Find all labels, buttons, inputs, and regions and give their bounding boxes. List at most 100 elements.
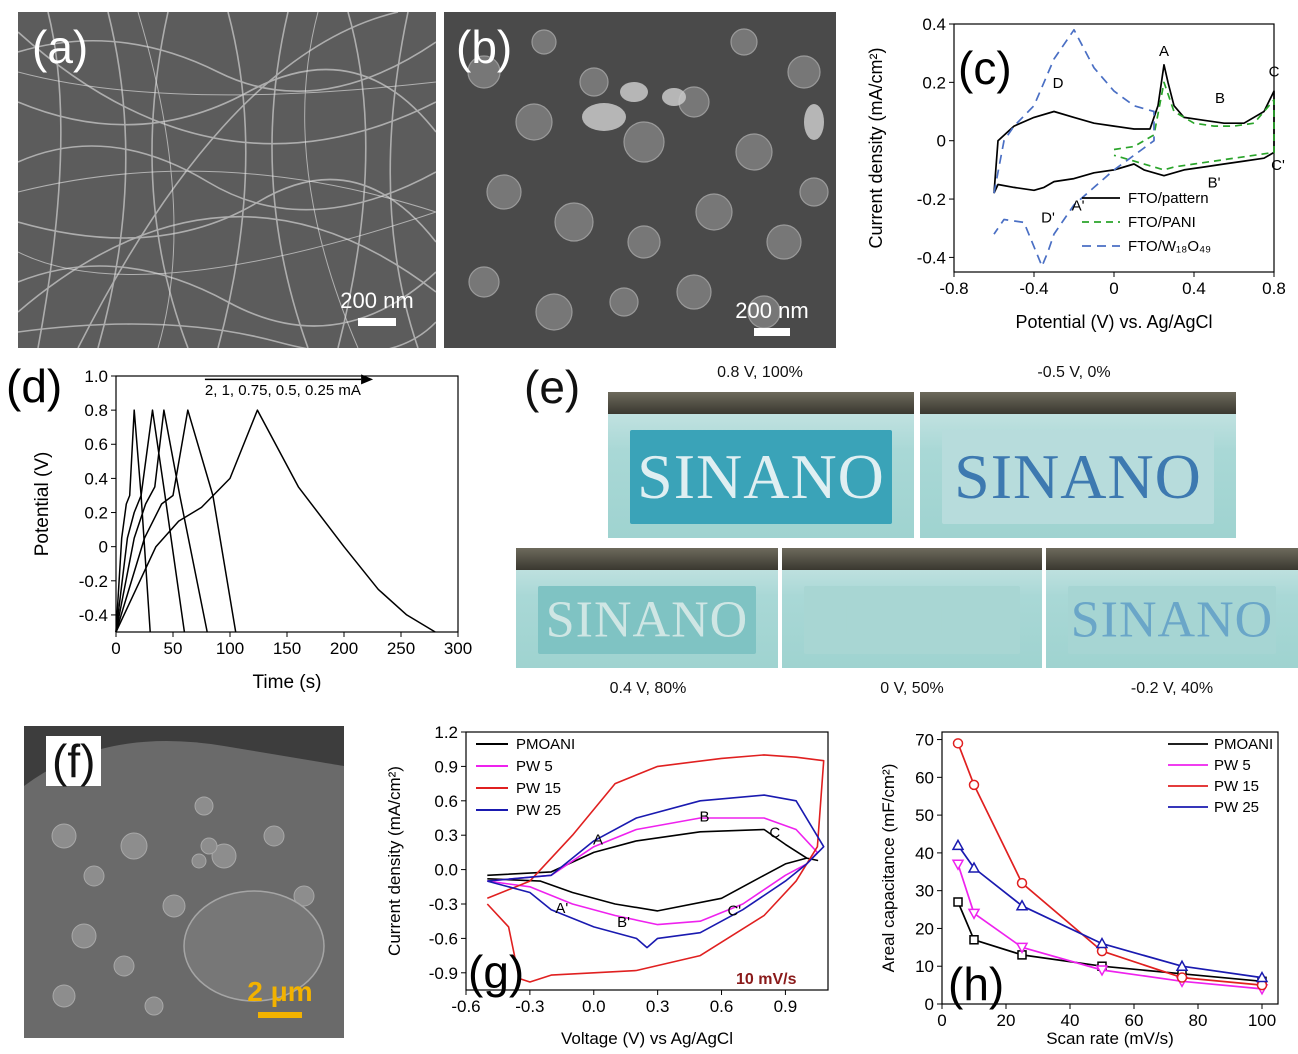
sem-image-b: (b) 200 nm [444, 12, 836, 348]
chart-h: 0 20 40 60 80 100 0 10 20 30 40 50 60 70 Scan rate (mV… [879, 731, 1279, 1048]
photo-panel-e: (e) 0.8 V, 100% -0.5 V, 0% SINANO SINANO… [504, 356, 1298, 706]
y-tick-label: 0.8 [84, 401, 108, 420]
x-tick-label: 200 [330, 639, 358, 658]
peak-label: A [1159, 43, 1169, 60]
photo-p4: SINANO [782, 548, 1042, 668]
plot-frame [465, 731, 829, 991]
capacitance-line [957, 742, 1263, 986]
y-tick-label: -0.9 [429, 964, 458, 983]
cv-curve [487, 794, 825, 949]
nanofiber-texture [18, 12, 436, 348]
panel-label-c: (c) [958, 42, 1012, 94]
photo-p3: SINANO [516, 548, 778, 668]
scale-bar-b: 200 nm [726, 298, 818, 336]
photo-p2: SINANO [920, 392, 1236, 538]
peak-label: D' [1041, 209, 1055, 226]
peak-label: C [1269, 64, 1280, 81]
panel-label-f: (f) [46, 736, 102, 786]
x-axis-label: Scan rate (mV/s) [1046, 1029, 1174, 1048]
chart-c: -0.8 -0.4 0 0.4 0.8 -0.4 -0.2 0 0.2 0.4 Potential … [866, 15, 1286, 332]
legend-label: FTO/pattern [1128, 190, 1209, 207]
series-line [993, 63, 1275, 194]
scale-text-f: 2 μm [247, 976, 313, 1007]
data-point [951, 859, 965, 871]
scale-bar-a: 200 nm [332, 288, 422, 326]
x-tick-label: 20 [997, 1011, 1016, 1030]
y-axis-label: Current density (mA/cm²) [385, 766, 404, 956]
y-tick-label: 0.2 [84, 503, 108, 522]
peak-label: A' [1072, 198, 1085, 215]
panel-label-g: (g) [468, 946, 524, 998]
y-tick-label: 10 [915, 957, 934, 976]
y-tick-label: -0.3 [429, 895, 458, 914]
charge-discharge-curve [115, 409, 208, 633]
data-point [1175, 959, 1189, 971]
y-tick-label: 50 [915, 806, 934, 825]
panel-label-b: (b) [456, 21, 513, 73]
photo-p1: SINANO [608, 392, 914, 538]
x-tick-label: 60 [1125, 1011, 1144, 1030]
data-point [967, 861, 981, 873]
legend-label: PW 15 [1214, 778, 1259, 795]
y-tick-label: -0.4 [917, 248, 946, 267]
film-p4: SINANO [804, 586, 1020, 654]
legend-label: PW 5 [1214, 757, 1251, 774]
panel-label-e: (e) [524, 361, 581, 413]
peak-label: A [593, 831, 603, 848]
scale-line-b [754, 328, 790, 336]
x-tick-label: 100 [216, 639, 244, 658]
y-axis-label: Areal capacitance (mF/cm²) [879, 764, 898, 973]
x-tick-label: 0.6 [710, 997, 734, 1016]
caption-p5: -0.2 V, 40% [1130, 680, 1214, 697]
current-annotation: 2, 1, 0.75, 0.5, 0.25 mA [205, 382, 361, 399]
legend-label: PW 5 [516, 758, 553, 775]
y-tick-label: 0.0 [434, 861, 458, 880]
x-axis-label: Potential (V) vs. Ag/AgCl [1015, 312, 1212, 332]
scale-line-f [258, 1012, 302, 1018]
y-tick-label: 0 [925, 995, 934, 1014]
y-tick-label: 1.2 [434, 723, 458, 742]
data-point [1095, 937, 1109, 949]
word-p2: SINANO [954, 441, 1202, 512]
x-tick-label: 80 [1189, 1011, 1208, 1030]
x-tick-label: 250 [387, 639, 415, 658]
peak-label: B [1215, 90, 1225, 107]
y-tick-label: 0 [937, 132, 946, 151]
series-line [993, 28, 1155, 268]
y-tick-label: -0.2 [917, 190, 946, 209]
x-tick-label: -0.3 [515, 997, 544, 1016]
sem-image-f: (f) 2 μm [24, 726, 344, 1038]
x-tick-label: 0 [111, 639, 120, 658]
y-tick-label: 0.9 [434, 757, 458, 776]
capacitance-line [957, 863, 1263, 990]
charge-discharge-curve [115, 409, 237, 633]
legend-label: FTO/W₁₈O₄₉ [1128, 238, 1211, 255]
data-point [1255, 971, 1269, 983]
x-tick-label: 0 [1109, 279, 1118, 298]
scan-rate-annotation: 10 mV/s [736, 971, 797, 988]
legend-label: PW 25 [516, 802, 561, 819]
plot-frame [941, 731, 1279, 1005]
x-tick-label: -0.4 [1019, 279, 1048, 298]
x-tick-label: 0.8 [1262, 279, 1286, 298]
film-p5: SINANO [1068, 586, 1276, 654]
y-tick-label: -0.2 [79, 572, 108, 591]
film-p2: SINANO [942, 430, 1214, 524]
y-tick-label: 60 [915, 768, 934, 787]
data-point [951, 838, 965, 851]
granular-texture [444, 12, 836, 348]
y-tick-label: 0.4 [84, 469, 108, 488]
charge-discharge-curve [115, 409, 436, 633]
film-p3: SINANO [538, 586, 756, 654]
peak-label: B' [617, 914, 630, 931]
charge-discharge-curve [115, 409, 186, 633]
chart-d: 0 50 100 150 200 250 300 -0.4 -0.2 0 0.2 0.4 0.6 0.8 1… [6, 360, 472, 693]
charge-discharge-curve [115, 409, 151, 633]
panel-label-d: (d) [6, 360, 62, 412]
x-tick-label: -0.6 [451, 997, 480, 1016]
y-tick-label: -0.6 [429, 929, 458, 948]
arrow-head [361, 374, 374, 385]
word-p4: SINANO [810, 591, 1014, 649]
x-tick-label: -0.8 [939, 279, 968, 298]
plot-frame [115, 375, 459, 633]
